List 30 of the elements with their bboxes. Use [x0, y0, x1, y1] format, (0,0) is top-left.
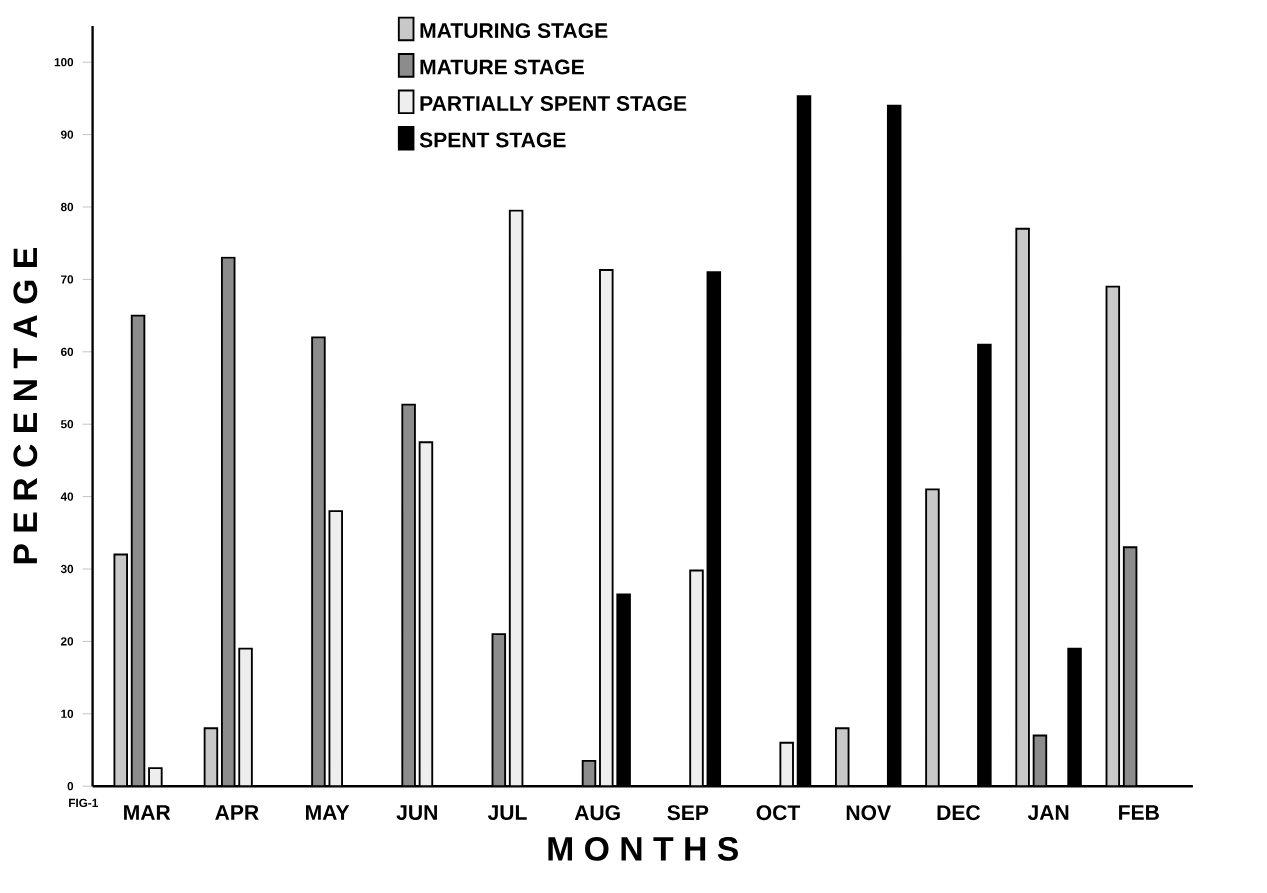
y-tick-label: 40	[60, 492, 74, 501]
x-tick-label: DEC	[937, 805, 981, 821]
y-axis-title: P E R C E N T A G E	[13, 248, 38, 564]
x-tick-label: JUN	[396, 805, 437, 820]
y-tick-label: 0	[67, 782, 74, 791]
x-tick-label: SEP	[667, 805, 709, 821]
legend-label: MATURING STAGE	[420, 23, 608, 39]
y-tick-label: 90	[60, 130, 74, 139]
y-tick-label: 70	[61, 275, 74, 284]
y-tick-label: 100	[54, 58, 74, 67]
legend-label: PARTIALLY SPENT STAGE	[420, 96, 687, 112]
legend-label: MATURE STAGE	[420, 59, 584, 75]
y-tick-label: 20	[60, 637, 74, 646]
x-axis-title: M O N T H S	[548, 836, 738, 861]
y-tick-label: 60	[61, 347, 74, 356]
y-tick-label: 10	[61, 709, 74, 718]
x-tick-label: FEB	[1119, 805, 1159, 820]
x-tick-label: AUG	[574, 805, 620, 821]
x-tick-label: OCT	[756, 805, 801, 821]
x-tick-label: NOV	[846, 805, 891, 821]
y-tick-label: 80	[60, 202, 74, 212]
x-tick-label: MAR	[124, 805, 171, 820]
legend-label: SPENT STAGE	[419, 132, 566, 148]
x-tick-label: MAY	[306, 805, 350, 820]
y-tick-label: 30	[60, 564, 74, 574]
y-tick-label: 50	[60, 420, 74, 429]
text: FIG-1	[69, 798, 98, 808]
x-tick-label: APR	[215, 805, 259, 820]
x-tick-label: JAN	[1027, 805, 1069, 820]
x-tick-label: JUL	[487, 805, 527, 820]
